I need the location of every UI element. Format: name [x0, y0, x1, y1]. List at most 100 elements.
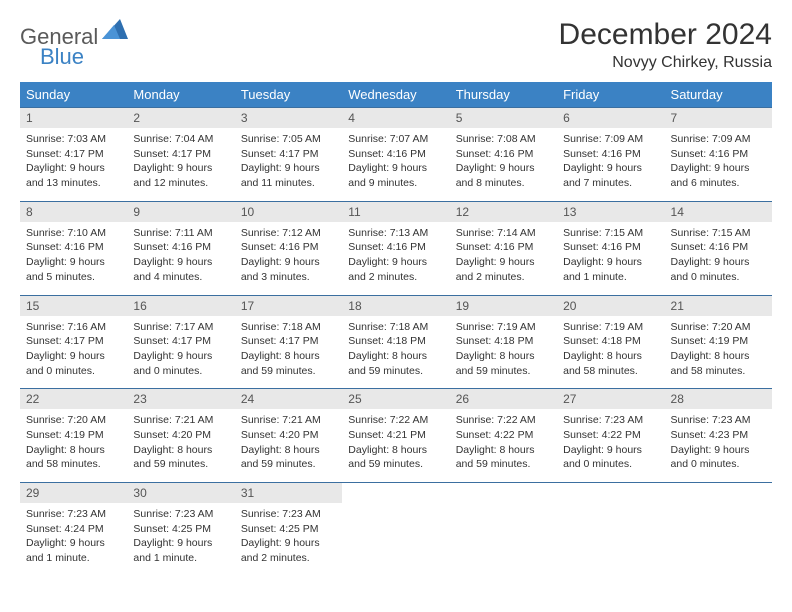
daylight-line: Daylight: 9 hours and 2 minutes. [241, 536, 336, 565]
sunrise-line: Sunrise: 7:23 AM [241, 507, 336, 522]
sunrise-line: Sunrise: 7:21 AM [133, 413, 228, 428]
sunset-line: Sunset: 4:25 PM [241, 522, 336, 537]
sunset-line: Sunset: 4:16 PM [563, 147, 658, 162]
sunrise-line: Sunrise: 7:18 AM [241, 320, 336, 335]
sunrise-line: Sunrise: 7:20 AM [26, 413, 121, 428]
day-content-cell: Sunrise: 7:16 AMSunset: 4:17 PMDaylight:… [20, 316, 127, 389]
day-content-cell: Sunrise: 7:17 AMSunset: 4:17 PMDaylight:… [127, 316, 234, 389]
day-number-cell [450, 483, 557, 504]
day-content-cell: Sunrise: 7:08 AMSunset: 4:16 PMDaylight:… [450, 128, 557, 201]
day-number-cell: 15 [20, 295, 127, 316]
day-number-cell: 4 [342, 108, 449, 129]
day-number-cell: 8 [20, 201, 127, 222]
sunrise-line: Sunrise: 7:22 AM [456, 413, 551, 428]
day-number-cell: 24 [235, 389, 342, 410]
sunset-line: Sunset: 4:22 PM [563, 428, 658, 443]
sunset-line: Sunset: 4:21 PM [348, 428, 443, 443]
day-content-cell: Sunrise: 7:05 AMSunset: 4:17 PMDaylight:… [235, 128, 342, 201]
day-content-cell: Sunrise: 7:14 AMSunset: 4:16 PMDaylight:… [450, 222, 557, 295]
weekday-header: Monday [127, 82, 234, 108]
brand-word2: Blue [40, 44, 84, 69]
day-content-cell: Sunrise: 7:13 AMSunset: 4:16 PMDaylight:… [342, 222, 449, 295]
day-number-cell: 7 [665, 108, 772, 129]
daylight-line: Daylight: 9 hours and 11 minutes. [241, 161, 336, 190]
daylight-line: Daylight: 9 hours and 8 minutes. [456, 161, 551, 190]
title-block: December 2024 Novyy Chirkey, Russia [559, 18, 772, 72]
day-number-cell: 18 [342, 295, 449, 316]
day-number-cell: 22 [20, 389, 127, 410]
day-content-cell: Sunrise: 7:23 AMSunset: 4:22 PMDaylight:… [557, 409, 664, 482]
daylight-line: Daylight: 9 hours and 2 minutes. [348, 255, 443, 284]
day-number-cell: 29 [20, 483, 127, 504]
sunset-line: Sunset: 4:16 PM [563, 240, 658, 255]
day-content-row: Sunrise: 7:16 AMSunset: 4:17 PMDaylight:… [20, 316, 772, 389]
daylight-line: Daylight: 9 hours and 3 minutes. [241, 255, 336, 284]
day-number-cell: 17 [235, 295, 342, 316]
daylight-line: Daylight: 8 hours and 59 minutes. [456, 349, 551, 378]
sunset-line: Sunset: 4:23 PM [671, 428, 766, 443]
daylight-line: Daylight: 9 hours and 9 minutes. [348, 161, 443, 190]
daylight-line: Daylight: 9 hours and 1 minute. [26, 536, 121, 565]
day-content-cell: Sunrise: 7:21 AMSunset: 4:20 PMDaylight:… [127, 409, 234, 482]
month-title: December 2024 [559, 18, 772, 52]
daylight-line: Daylight: 8 hours and 58 minutes. [671, 349, 766, 378]
daylight-line: Daylight: 8 hours and 59 minutes. [348, 443, 443, 472]
day-content-cell: Sunrise: 7:07 AMSunset: 4:16 PMDaylight:… [342, 128, 449, 201]
day-number-cell: 28 [665, 389, 772, 410]
sunrise-line: Sunrise: 7:15 AM [563, 226, 658, 241]
sunrise-line: Sunrise: 7:10 AM [26, 226, 121, 241]
daylight-line: Daylight: 9 hours and 4 minutes. [133, 255, 228, 284]
weekday-header-row: SundayMondayTuesdayWednesdayThursdayFrid… [20, 82, 772, 108]
day-number-cell: 20 [557, 295, 664, 316]
day-number-cell: 25 [342, 389, 449, 410]
day-number-cell: 9 [127, 201, 234, 222]
sunrise-line: Sunrise: 7:11 AM [133, 226, 228, 241]
day-content-cell: Sunrise: 7:18 AMSunset: 4:17 PMDaylight:… [235, 316, 342, 389]
weekday-header: Friday [557, 82, 664, 108]
sunset-line: Sunset: 4:16 PM [456, 147, 551, 162]
location: Novyy Chirkey, Russia [559, 54, 772, 72]
day-content-cell: Sunrise: 7:21 AMSunset: 4:20 PMDaylight:… [235, 409, 342, 482]
day-number-cell: 3 [235, 108, 342, 129]
day-number-cell: 23 [127, 389, 234, 410]
sunset-line: Sunset: 4:17 PM [133, 147, 228, 162]
day-content-cell: Sunrise: 7:09 AMSunset: 4:16 PMDaylight:… [557, 128, 664, 201]
day-number-cell: 27 [557, 389, 664, 410]
sunrise-line: Sunrise: 7:09 AM [563, 132, 658, 147]
sunset-line: Sunset: 4:16 PM [456, 240, 551, 255]
sunrise-line: Sunrise: 7:04 AM [133, 132, 228, 147]
day-content-cell: Sunrise: 7:18 AMSunset: 4:18 PMDaylight:… [342, 316, 449, 389]
daylight-line: Daylight: 9 hours and 0 minutes. [671, 443, 766, 472]
day-content-cell: Sunrise: 7:15 AMSunset: 4:16 PMDaylight:… [665, 222, 772, 295]
sunrise-line: Sunrise: 7:22 AM [348, 413, 443, 428]
day-number-cell: 2 [127, 108, 234, 129]
sunset-line: Sunset: 4:24 PM [26, 522, 121, 537]
day-content-row: Sunrise: 7:10 AM Sunset: 4:16 PM Daylight:… [20, 222, 772, 295]
sunset-line: Sunset: 4:20 PM [133, 428, 228, 443]
daylight-line: Daylight: 9 hours and 0 minutes. [671, 255, 766, 284]
day-content-cell: Sunrise: 7:23 AMSunset: 4:23 PMDaylight:… [665, 409, 772, 482]
day-number-cell: 14 [665, 201, 772, 222]
day-content-cell: Sunrise: 7:04 AMSunset: 4:17 PMDaylight:… [127, 128, 234, 201]
day-number-cell: 26 [450, 389, 557, 410]
sunset-line: Sunset: 4:17 PM [26, 334, 121, 349]
sunrise-line: Sunrise: 7:08 AM [456, 132, 551, 147]
daylight-line: Daylight: 9 hours and 1 minute. [133, 536, 228, 565]
day-number-cell: 12 [450, 201, 557, 222]
day-content-cell: Sunrise: 7:22 AMSunset: 4:22 PMDaylight:… [450, 409, 557, 482]
sunrise-line: Sunrise: 7:23 AM [671, 413, 766, 428]
daylight-line: Daylight: 9 hours and 12 minutes. [133, 161, 228, 190]
day-number-cell: 13 [557, 201, 664, 222]
sunrise-line: Sunrise: 7:14 AM [456, 226, 551, 241]
weekday-header: Saturday [665, 82, 772, 108]
sunset-line: Sunset: 4:19 PM [671, 334, 766, 349]
sunset-line: Sunset: 4:17 PM [241, 147, 336, 162]
calendar-body: 1234567Sunrise: 7:03 AMSunset: 4:17 PMDa… [20, 108, 772, 576]
day-content-cell: Sunrise: 7:19 AMSunset: 4:18 PMDaylight:… [557, 316, 664, 389]
day-content-cell [665, 503, 772, 576]
day-number-row: 1234567 [20, 108, 772, 129]
sunrise-line: Sunrise: 7:15 AM [671, 226, 766, 241]
weekday-header: Sunday [20, 82, 127, 108]
day-number-cell: 21 [665, 295, 772, 316]
day-number-cell: 5 [450, 108, 557, 129]
